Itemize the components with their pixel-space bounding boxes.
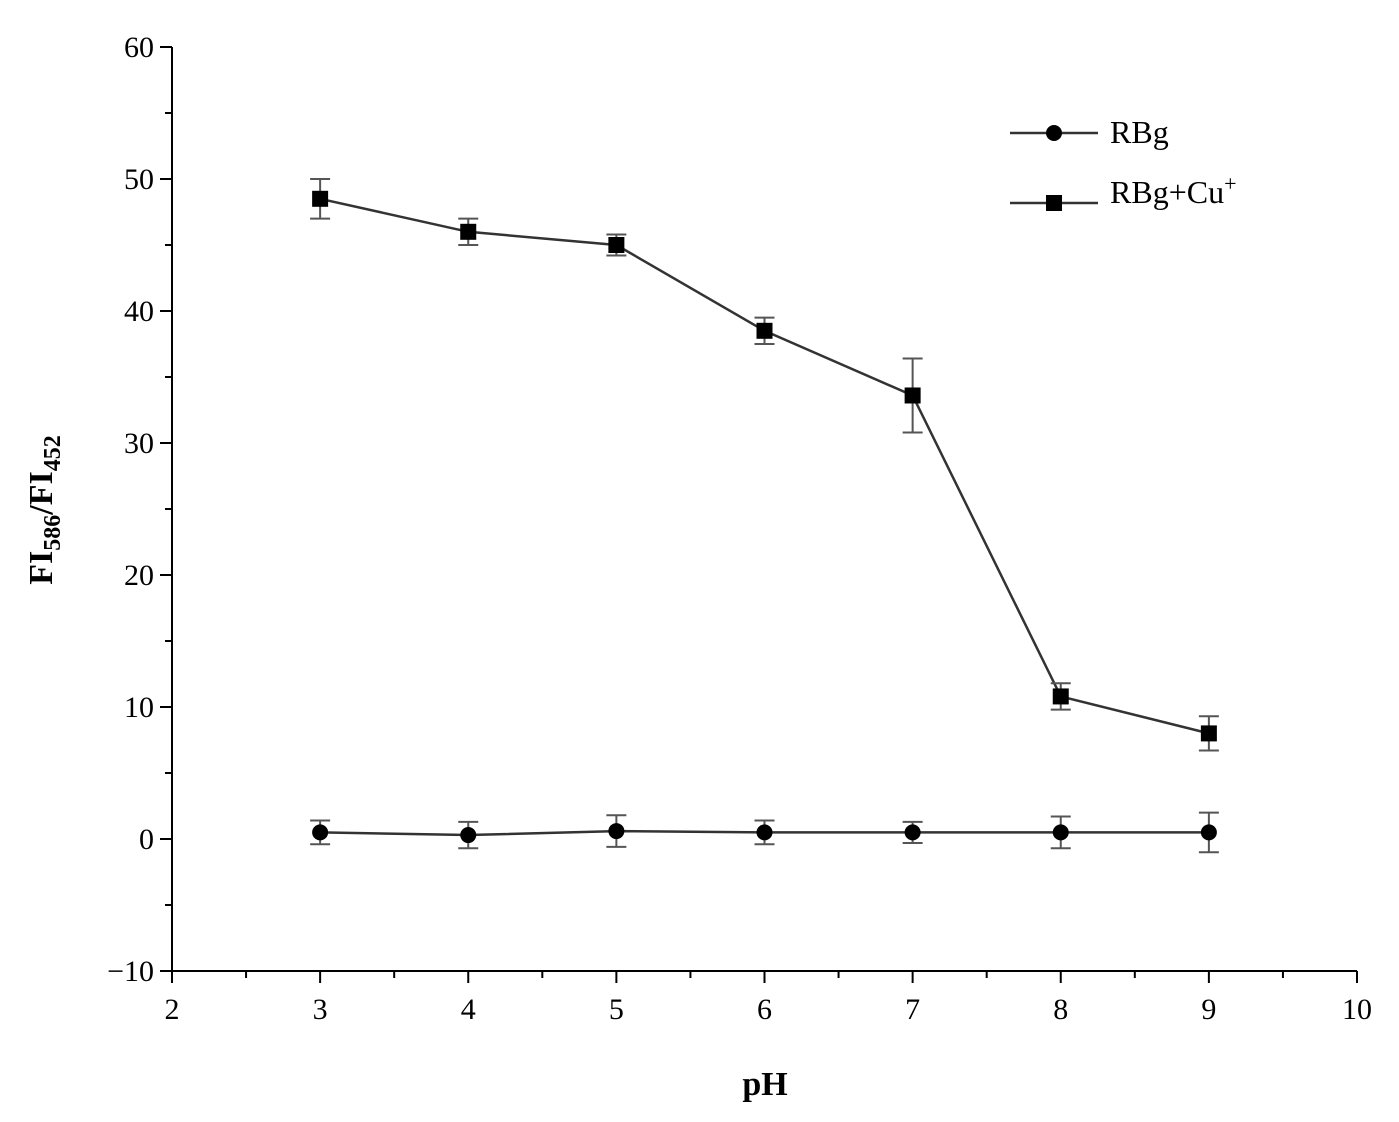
legend-label-rbg-cu-main: RBg+Cu <box>1110 174 1224 210</box>
data-point-square <box>460 223 477 240</box>
data-point-square <box>312 190 329 207</box>
y-tick-label: 10 <box>124 691 154 724</box>
x-tick-label: 5 <box>609 993 624 1026</box>
series-line <box>319 197 1210 735</box>
legend-label-rbg-cu-sup: + <box>1224 171 1236 196</box>
data-point-circle <box>904 824 921 841</box>
x-tick-label: 2 <box>165 993 180 1026</box>
data-point-square <box>904 387 921 404</box>
y-title-main-2: FI <box>23 471 60 505</box>
y-title-main-1: FI <box>23 551 60 585</box>
data-point-circle <box>1052 824 1069 841</box>
data-point-circle <box>312 824 329 841</box>
legend: RBg RBg+Cu+ <box>1010 114 1237 211</box>
y-tick-label: −10 <box>107 955 154 988</box>
x-tick-label: 6 <box>757 993 772 1026</box>
data-point-circle <box>460 827 477 844</box>
y-tick-label: 40 <box>124 295 154 328</box>
x-tick-label: 4 <box>461 993 476 1026</box>
x-axis-ticks: 2 3 4 5 6 7 8 9 10 <box>165 971 1372 1026</box>
series-1 <box>310 178 1219 752</box>
x-axis-title: pH <box>742 1066 787 1103</box>
y-tick-label: 0 <box>139 823 154 856</box>
legend-entry-rbg: RBg <box>1010 114 1169 150</box>
y-title-sub-2: 452 <box>40 435 66 471</box>
y-title-sub-1: 586 <box>40 515 66 551</box>
x-tick-label: 3 <box>313 993 328 1026</box>
data-point-circle <box>1200 824 1217 841</box>
x-tick-label: 9 <box>1201 993 1216 1026</box>
legend-entry-rbg-cu: RBg+Cu+ <box>1010 171 1237 211</box>
y-title-sep: / <box>23 505 60 516</box>
data-point-circle <box>756 824 773 841</box>
y-tick-label: 50 <box>124 163 154 196</box>
x-tick-label: 10 <box>1342 993 1372 1026</box>
y-tick-label: 60 <box>124 31 154 64</box>
y-tick-label: 20 <box>124 559 154 592</box>
legend-label-rbg-cu: RBg+Cu+ <box>1110 171 1237 210</box>
series-0 <box>310 811 1219 854</box>
legend-marker-circle <box>1046 125 1062 141</box>
legend-label-rbg: RBg <box>1110 114 1169 150</box>
x-tick-label: 7 <box>905 993 920 1026</box>
x-tick-label: 8 <box>1053 993 1068 1026</box>
series-layer <box>310 178 1219 854</box>
y-axis-ticks: −10 0 10 20 30 40 50 60 <box>107 31 172 988</box>
y-axis-title: FI586/FI452 <box>23 435 66 584</box>
data-point-square <box>1200 725 1217 742</box>
data-point-circle <box>608 823 625 840</box>
data-point-square <box>1052 688 1069 705</box>
data-point-square <box>756 322 773 339</box>
data-point-square <box>608 237 625 253</box>
legend-marker-square <box>1046 195 1062 211</box>
y-tick-label: 30 <box>124 427 154 460</box>
